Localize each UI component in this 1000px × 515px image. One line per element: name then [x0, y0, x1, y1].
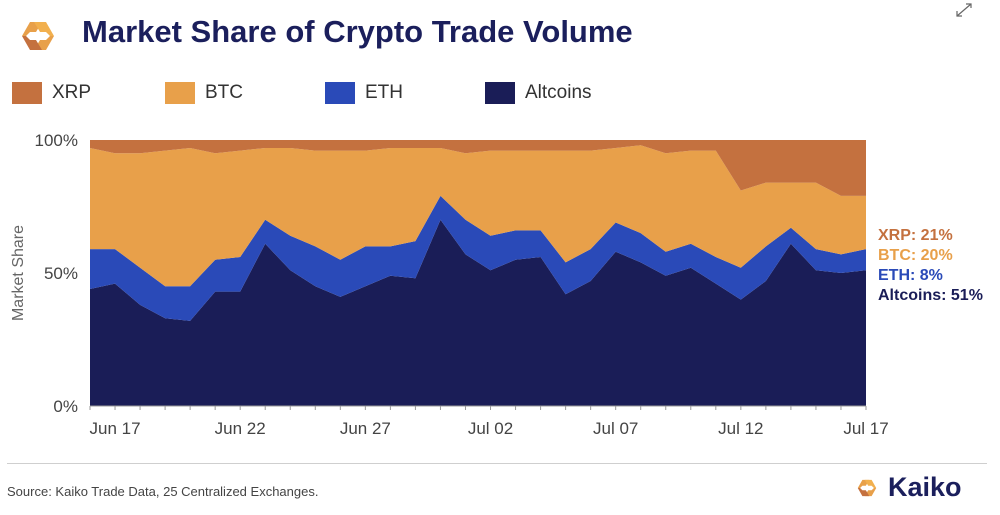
y-tick-label: 100%: [35, 131, 78, 150]
legend-label-altcoins: Altcoins: [525, 82, 592, 103]
y-tick-label: 0%: [53, 397, 78, 416]
footer-divider: [7, 463, 987, 464]
area-series-eth: [90, 195, 866, 321]
x-tick-label: Jul 02: [468, 419, 513, 438]
area-series-altcoins: [90, 219, 866, 406]
legend-item-eth: ETH: [325, 82, 403, 104]
legend-label-xrp: XRP: [52, 82, 92, 103]
legend-item-altcoins: Altcoins: [485, 82, 592, 104]
legend-label-btc: BTC: [205, 82, 243, 103]
x-tick-label: Jul 12: [718, 419, 763, 438]
source-note: Source: Kaiko Trade Data, 25 Centralized…: [7, 484, 319, 499]
kaiko-logo-icon: [22, 22, 54, 50]
end-label-altcoins: Altcoins: 51%: [878, 287, 983, 304]
page-title: Market Share of Crypto Trade Volume: [82, 14, 633, 49]
y-axis-title: Market Share: [10, 225, 27, 321]
y-tick-label: 50%: [44, 264, 78, 283]
x-tick-label: Jul 17: [843, 419, 888, 438]
legend-swatch-eth: [325, 82, 355, 104]
legend-item-xrp: XRP: [12, 82, 91, 104]
kaiko-mark-icon: [857, 479, 877, 496]
end-label-btc: BTC: 20%: [878, 247, 953, 264]
brand-name: Kaiko: [888, 472, 962, 502]
legend-swatch-altcoins: [485, 82, 515, 104]
x-tick-label: Jun 17: [90, 419, 141, 438]
area-series-xrp: [90, 140, 866, 196]
x-tick-label: Jun 27: [340, 419, 391, 438]
end-label-eth: ETH: 8%: [878, 267, 943, 284]
end-label-xrp: XRP: 21%: [878, 227, 953, 244]
x-tick-label: Jul 07: [593, 419, 638, 438]
stacked-area-chart: Market Share 0% 50% 100% Jun 17 Jun 22 Jun 27 J…: [10, 131, 983, 438]
area-series-btc: [90, 145, 866, 287]
legend-swatch-btc: [165, 82, 195, 104]
x-tick-label: Jun 22: [215, 419, 266, 438]
legend-label-eth: ETH: [365, 82, 403, 103]
expand-arrows-icon[interactable]: [953, 1, 975, 19]
legend-item-btc: BTC: [165, 82, 243, 104]
legend-swatch-xrp: [12, 82, 42, 104]
brand-logo: Kaiko: [852, 472, 962, 503]
chart-legend: XRP BTC ETH Altcoins: [0, 82, 1000, 108]
